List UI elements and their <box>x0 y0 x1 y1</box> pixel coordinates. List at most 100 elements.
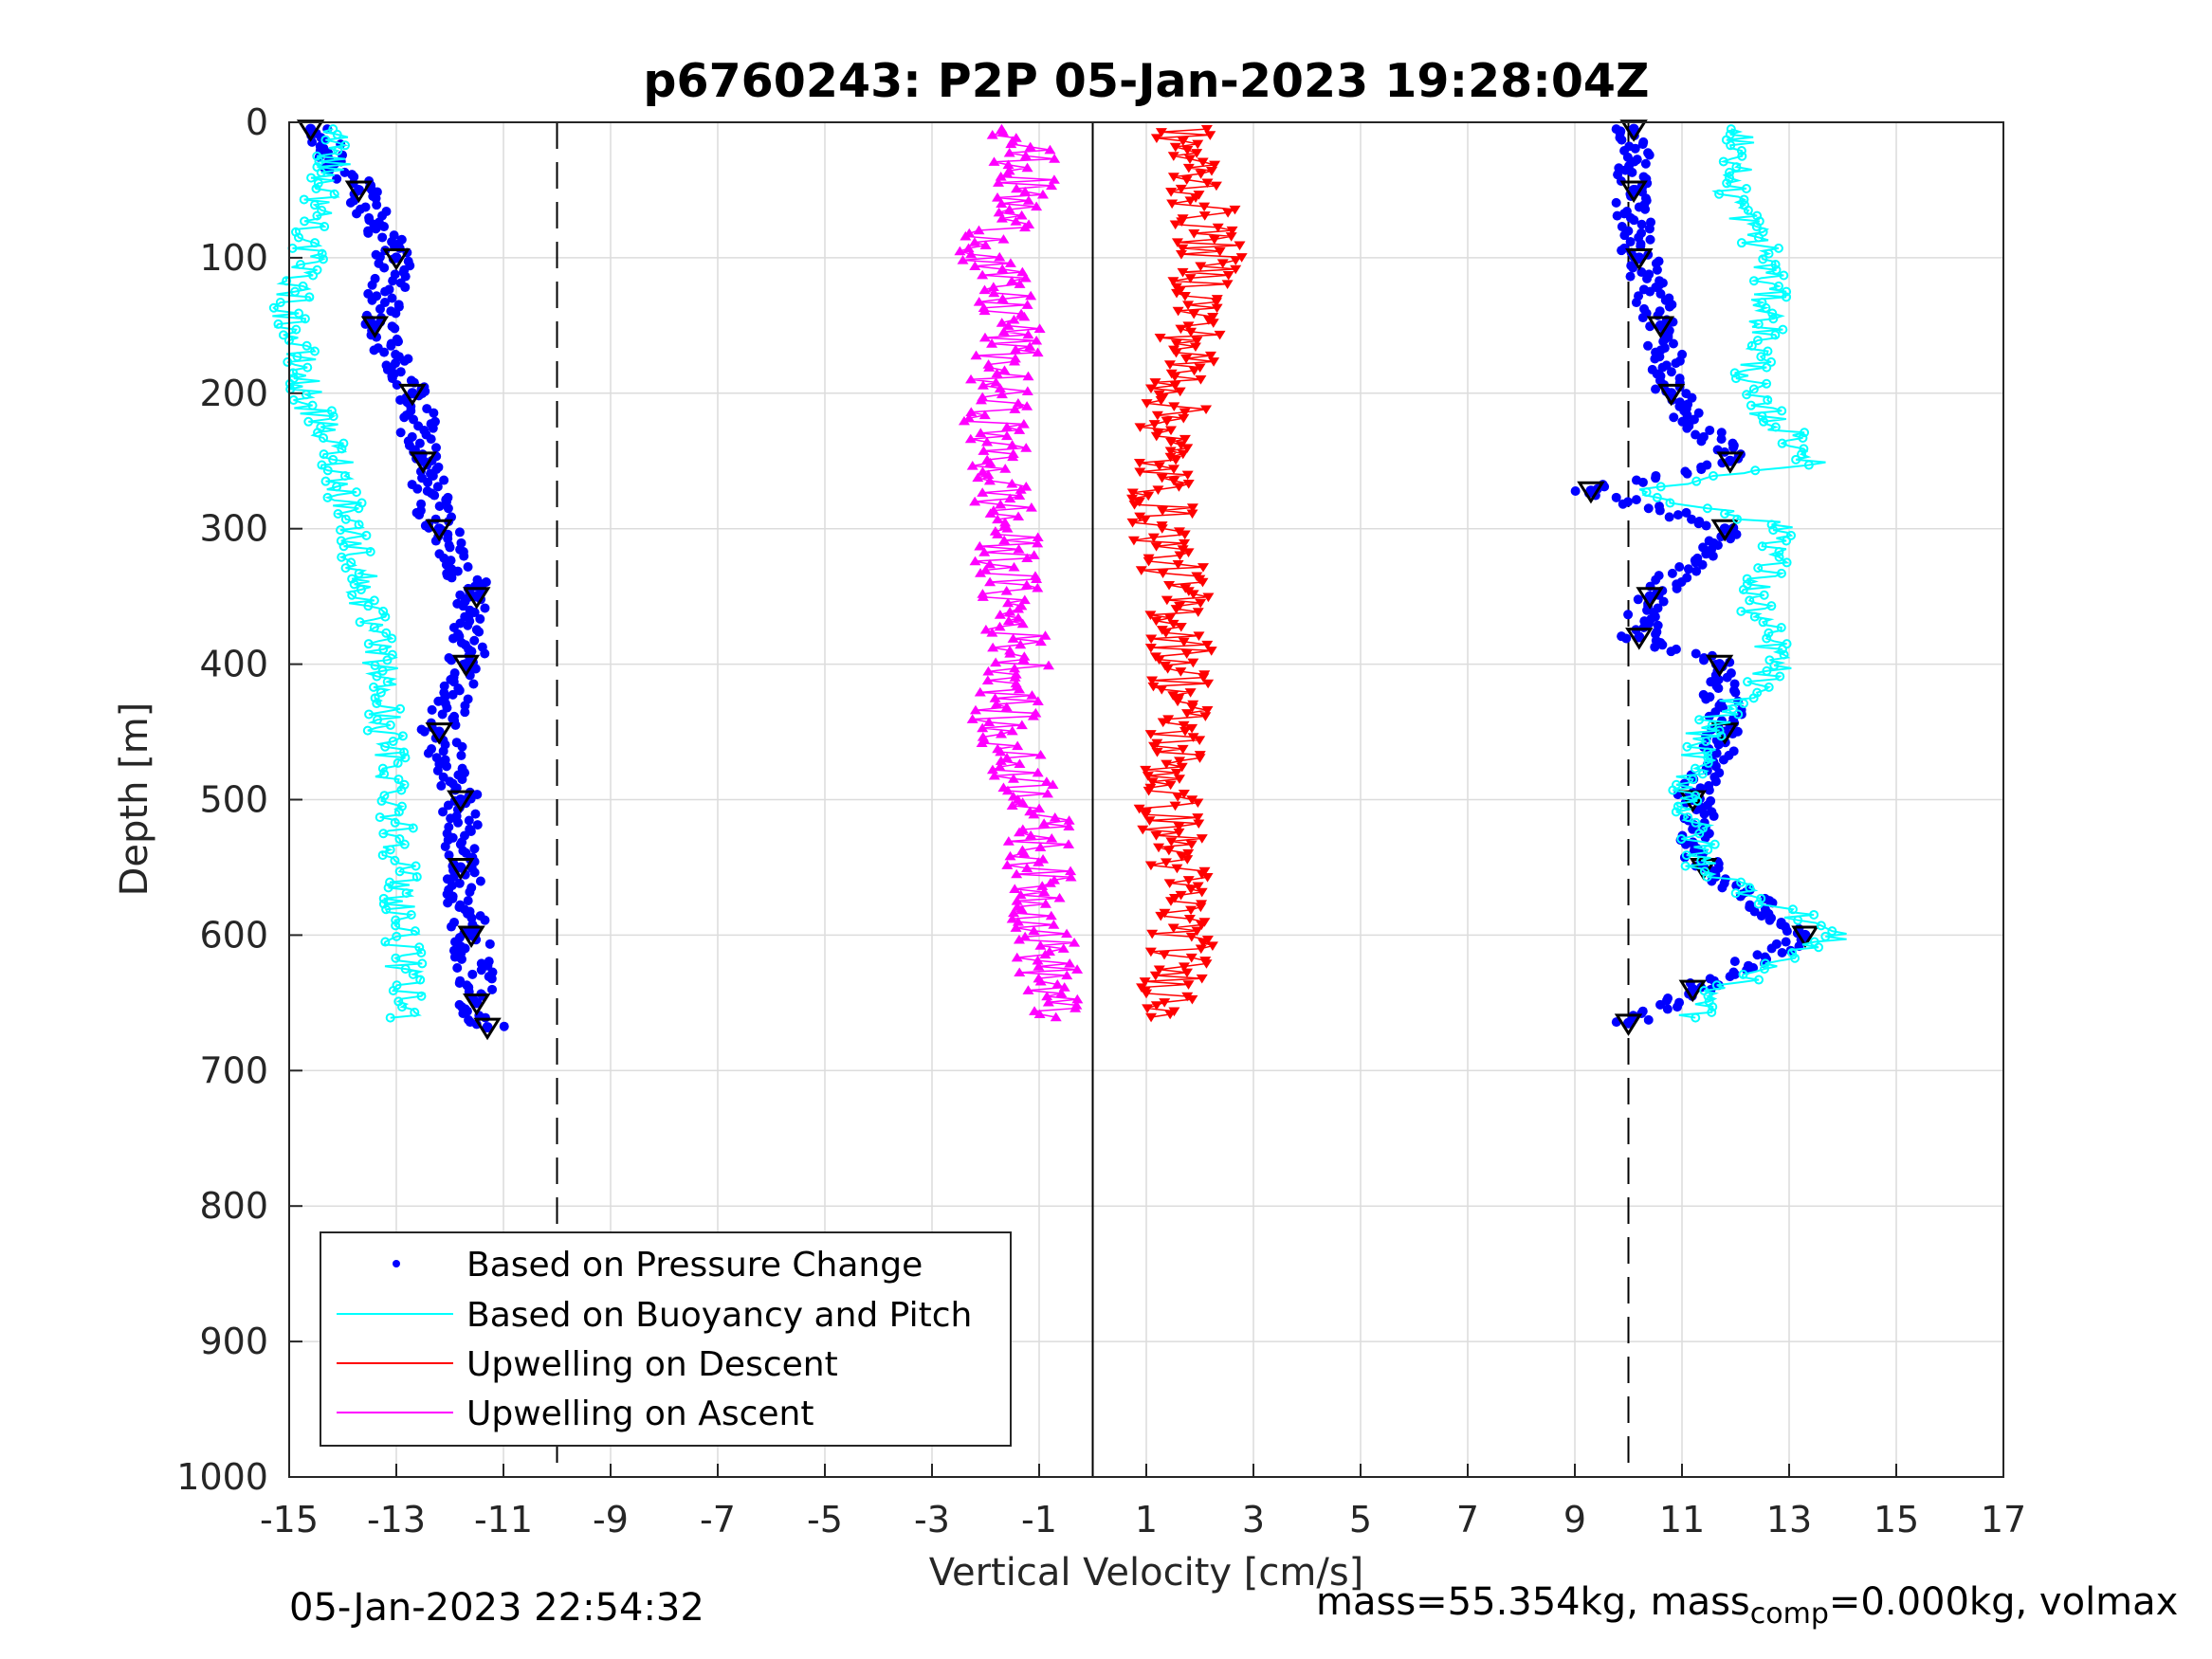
ascent-marker <box>994 383 1006 392</box>
buoyancy-point <box>1730 374 1741 384</box>
buoyancy-point <box>370 661 380 671</box>
pressure-point <box>1682 423 1692 433</box>
buoyancy-point <box>295 260 305 270</box>
buoyancy-point <box>1759 416 1769 427</box>
pressure-point <box>454 527 465 538</box>
y-tick-labels: 0 100 200 300 400 500 600 700 800 900 1000 <box>176 101 302 1498</box>
descent-marker <box>1179 291 1191 301</box>
pressure-point <box>1671 358 1681 369</box>
descent-marker <box>1169 220 1181 230</box>
buoyancy-point <box>299 194 309 205</box>
buoyancy-point <box>1707 720 1717 730</box>
buoyancy-point <box>1732 514 1743 524</box>
descent-marker <box>1165 187 1178 197</box>
buoyancy-point <box>397 731 408 741</box>
pressure-point <box>388 276 398 286</box>
buoyancy-point <box>388 985 398 995</box>
buoyancy-point <box>1694 829 1705 839</box>
buoyancy-point <box>1702 871 1712 882</box>
pressure-point <box>1617 246 1627 256</box>
buoyancy-point <box>1683 812 1693 823</box>
descent-marker <box>1189 342 1201 353</box>
buoyancy-point <box>351 487 361 498</box>
pressure-point <box>352 209 362 219</box>
buoyancy-point <box>1733 709 1744 720</box>
descent-marker <box>1150 831 1162 841</box>
descent-marker <box>1184 155 1197 164</box>
buoyancy-point <box>1743 677 1753 687</box>
buoyancy-point <box>1703 757 1713 768</box>
buoyancy-point <box>372 699 382 709</box>
ascent-marker <box>996 213 1008 223</box>
descent-marker <box>1147 533 1160 543</box>
direction-marker <box>1577 481 1605 504</box>
direction-marker <box>463 993 491 1016</box>
pressure-point <box>379 222 390 232</box>
buoyancy-point <box>387 649 397 660</box>
buoyancy-point <box>1748 276 1759 286</box>
ascent-marker <box>1018 848 1031 858</box>
descent-marker <box>1157 569 1169 578</box>
ascent-marker <box>990 699 1002 709</box>
direction-marker <box>1625 248 1654 271</box>
descent-marker <box>1167 691 1179 701</box>
pressure-point <box>363 228 374 238</box>
buoyancy-point <box>1716 731 1727 741</box>
buoyancy-point <box>1762 378 1772 389</box>
pressure-point <box>1634 631 1645 643</box>
ascent-marker <box>1013 544 1025 554</box>
ascent-marker <box>1036 189 1049 199</box>
pressure-point <box>1722 672 1732 683</box>
ascent-marker <box>981 675 994 684</box>
pressure-point <box>1697 559 1708 570</box>
descent-marker <box>1187 658 1199 668</box>
buoyancy-point <box>1753 563 1764 574</box>
buoyancy-point <box>411 871 422 882</box>
buoyancy-point <box>400 753 411 763</box>
pressure-point <box>1729 957 1740 967</box>
pressure-point <box>423 477 433 487</box>
pressure-point <box>448 633 459 644</box>
pressure-point <box>467 969 478 979</box>
buoyancy-point <box>391 953 401 963</box>
descent-marker <box>1167 152 1179 161</box>
descent-marker <box>1156 684 1168 695</box>
ascent-marker <box>998 365 1011 374</box>
buoyancy-point <box>340 514 351 524</box>
x-tick-label: -9 <box>593 1499 629 1540</box>
descent-marker <box>1144 643 1157 653</box>
buoyancy-point <box>1748 384 1759 394</box>
descent-marker <box>1178 720 1190 731</box>
descent-marker <box>1225 232 1237 242</box>
buoyancy-point <box>1711 980 1722 991</box>
ascent-marker <box>1046 180 1058 191</box>
ascent-marker <box>994 761 1006 772</box>
pressure-point <box>1777 947 1787 957</box>
ascent-marker <box>1065 871 1077 882</box>
pressure-point <box>474 627 484 637</box>
ascent-marker <box>980 436 993 447</box>
descent-marker <box>1159 998 1171 1008</box>
ascent-marker <box>957 255 969 264</box>
ascent-marker <box>1057 943 1069 953</box>
descent-marker <box>1173 828 1185 838</box>
ascent-marker <box>1022 371 1034 381</box>
pressure-point <box>442 761 452 772</box>
descent-marker <box>1169 372 1181 382</box>
descent-marker <box>1192 813 1204 823</box>
descent-marker <box>1226 226 1238 236</box>
pressure-point <box>419 726 430 737</box>
buoyancy-point <box>372 671 382 682</box>
buoyancy-point <box>410 926 420 937</box>
ascent-marker <box>995 746 1007 757</box>
descent-marker <box>1197 563 1209 573</box>
ascent-marker <box>1022 195 1034 205</box>
footer-mass-sub: comp <box>1749 1597 1829 1631</box>
ascent-marker <box>986 130 998 139</box>
pressure-point <box>457 775 467 785</box>
descent-marker <box>1207 319 1219 328</box>
pressure-point <box>1701 520 1711 531</box>
buoyancy-point <box>375 687 386 698</box>
pressure-point <box>1710 776 1721 787</box>
buoyancy-point <box>1691 817 1701 828</box>
